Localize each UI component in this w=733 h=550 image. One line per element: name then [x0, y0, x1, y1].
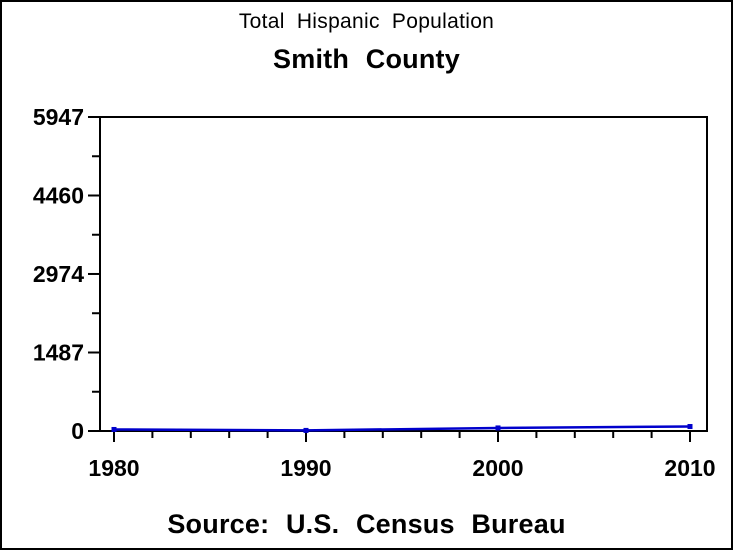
- source-note: Source: U.S. Census Bureau: [167, 509, 566, 539]
- x-axis-tick-label: 1980: [88, 455, 139, 481]
- y-axis-tick-label: 2974: [33, 261, 84, 287]
- x-axis-tick-label: 1990: [280, 455, 331, 481]
- y-axis-tick-label: 4460: [33, 183, 84, 209]
- x-axis-tick-label: 2010: [664, 455, 715, 481]
- y-axis-tick-label: 5947: [33, 104, 84, 130]
- data-point-marker: [111, 426, 117, 432]
- chart-subtitle: Smith County: [273, 44, 460, 74]
- plot-frame: [99, 116, 708, 432]
- series-line: [113, 425, 691, 432]
- data-point-marker: [687, 424, 693, 430]
- chart-title: Total Hispanic Population: [238, 10, 495, 33]
- x-axis-tick-label: 2000: [472, 455, 523, 481]
- data-point-marker: [303, 427, 309, 433]
- y-axis-tick-label: 1487: [33, 339, 84, 365]
- data-point-marker: [495, 425, 501, 431]
- y-axis-tick-label: 0: [71, 418, 84, 444]
